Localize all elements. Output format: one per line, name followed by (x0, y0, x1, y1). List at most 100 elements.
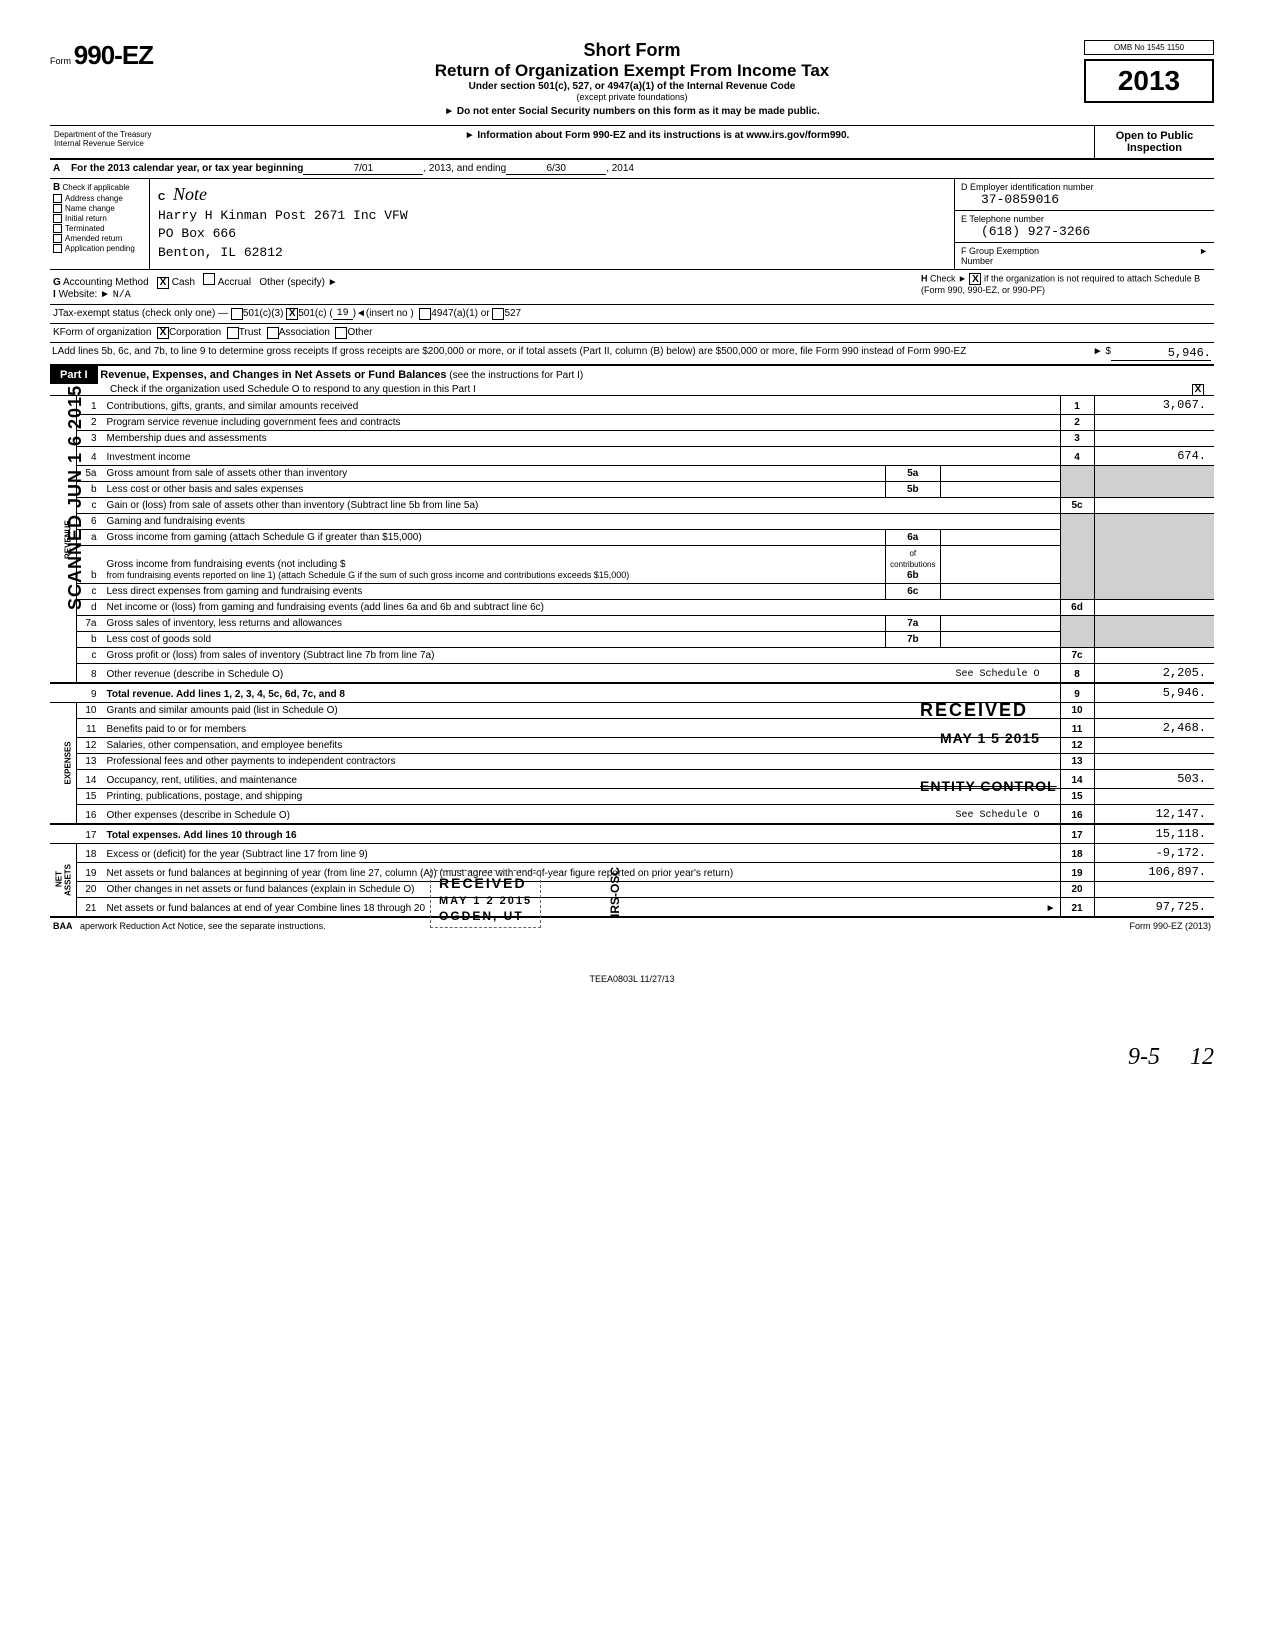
stamp-received-box: RECEIVED MAY 1 2 2015 OGDEN, UT (430, 870, 541, 928)
l6a-desc: Gross income from gaming (attach Schedul… (103, 529, 886, 545)
side-expenses: EXPENSES (50, 702, 77, 824)
l6d-desc: Net income or (loss) from gaming and fun… (103, 599, 1061, 615)
cb-accrual[interactable] (203, 273, 215, 285)
subtitle1: Under section 501(c), 527, or 4947(a)(1)… (190, 81, 1074, 92)
insert-no: 19 (333, 308, 353, 320)
dept-treasury: Department of the Treasury Internal Reve… (50, 126, 220, 158)
l16-desc: Other expenses (describe in Schedule O) (107, 810, 290, 821)
l14-desc: Occupancy, rent, utilities, and maintena… (103, 769, 1061, 788)
j-label: Tax-exempt status (check only one) — (58, 308, 228, 320)
l-amount: 5,946. (1111, 346, 1211, 361)
l7a-desc: Gross sales of inventory, less returns a… (103, 615, 886, 631)
l2-desc: Program service revenue including govern… (103, 414, 1061, 430)
part1-label: Part I (50, 366, 98, 384)
l7b-desc: Less cost of goods sold (103, 631, 886, 647)
cb-application-pending[interactable] (53, 244, 62, 253)
scribble: Note (173, 184, 207, 204)
cb-527[interactable] (492, 308, 504, 320)
sig-mark1: 9-5 (1128, 1044, 1160, 1071)
l21-desc: Net assets or fund balances at end of ye… (107, 903, 426, 914)
l8-amt: 2,205. (1094, 663, 1214, 683)
cb-terminated[interactable] (53, 224, 62, 233)
l-arrow: ► $ (1093, 346, 1111, 361)
l12-amt (1094, 737, 1214, 753)
cb-label-2: Initial return (65, 214, 107, 223)
year-box: OMB No 1545 1150 2013 (1084, 40, 1214, 103)
cb-initial-return[interactable] (53, 214, 62, 223)
accrual-label: Accrual (218, 277, 251, 288)
stamp-received2: RECEIVED (439, 875, 527, 891)
cb-name-change[interactable] (53, 204, 62, 213)
cb-label-1: Name change (65, 204, 115, 213)
l8-desc: Other revenue (describe in Schedule O) (107, 669, 284, 680)
l4-amt: 674. (1094, 446, 1214, 465)
row-a: A For the 2013 calendar year, or tax yea… (50, 160, 1214, 179)
side-assets: NET ASSETS (50, 843, 77, 916)
cb-4947[interactable] (419, 308, 431, 320)
l11-desc: Benefits paid to or for members (103, 718, 1061, 737)
row-gh: G Accounting Method X Cash Accrual Other… (50, 270, 1214, 305)
cb-sched-b[interactable]: X (969, 273, 981, 285)
footer-right: Form 990-EZ (2013) (1129, 921, 1211, 931)
l16-amt: 12,147. (1094, 804, 1214, 824)
footer-baa: BAA (53, 921, 73, 931)
row-a-text: For the 2013 calendar year, or tax year … (71, 163, 303, 175)
cb-label-3: Terminated (65, 224, 105, 233)
cb-501c[interactable]: X (286, 308, 298, 320)
open-public: Open to Public Inspection (1094, 126, 1214, 158)
cb-corp[interactable]: X (157, 327, 169, 339)
col-c: C Note Harry H Kinman Post 2671 Inc VFW … (150, 179, 954, 269)
l17-desc: Total expenses. Add lines 10 through 16 (103, 824, 1061, 844)
opt-4947: 4947(a)(1) or (431, 308, 489, 320)
l13-amt (1094, 753, 1214, 769)
website: N/A (113, 290, 131, 301)
l4-desc: Investment income (103, 446, 1061, 465)
subtitle2: (except private foundations) (190, 92, 1074, 102)
cb-sched-o-part1[interactable]: X (1192, 384, 1204, 396)
l10-desc: Grants and similar amounts paid (list in… (103, 702, 1061, 718)
cb-address-change[interactable] (53, 194, 62, 203)
stamp-received: RECEIVED (920, 700, 1028, 721)
cb-assoc[interactable] (267, 327, 279, 339)
header-grid: B Check if applicable Address change Nam… (50, 179, 1214, 270)
cb-amended[interactable] (53, 234, 62, 243)
l10-amt (1094, 702, 1214, 718)
ein: 37-0859016 (961, 192, 1208, 207)
l5c-amt (1094, 497, 1214, 513)
l14-amt: 503. (1094, 769, 1214, 788)
cb-501c3[interactable] (231, 308, 243, 320)
return-title: Return of Organization Exempt From Incom… (190, 61, 1074, 81)
part1-note: (see the instructions for Part I) (449, 370, 583, 381)
stamp-entity-control: ENTITY CONTROL (920, 778, 1057, 794)
arrow-note1: ► Do not enter Social Security numbers o… (190, 106, 1074, 117)
dept-row: Department of the Treasury Internal Reve… (50, 125, 1214, 160)
l12-desc: Salaries, other compensation, and employ… (103, 737, 1061, 753)
l21-amt: 97,725. (1094, 897, 1214, 916)
phone: (618) 927-3266 (961, 224, 1208, 239)
l7c-desc: Gross profit or (loss) from sales of inv… (103, 647, 1061, 663)
part1-table: REVENUE 1Contributions, gifts, grants, a… (50, 396, 1214, 917)
part1-title: Revenue, Expenses, and Changes in Net As… (100, 369, 446, 381)
stamp-irs-osc: IRS-OSC (608, 867, 622, 917)
l19-amt: 106,897. (1094, 862, 1214, 881)
l6b-desc2: of contributions (890, 549, 935, 569)
l16-note: See Schedule O (886, 804, 1060, 824)
paperwork-notice: aperwork Reduction Act Notice, see the s… (80, 921, 326, 931)
opt-other: Other (347, 327, 372, 339)
f-label: F Group Exemption Number (961, 246, 1039, 266)
letter-a: A (53, 163, 71, 175)
col-b: B Check if applicable Address change Nam… (50, 179, 150, 269)
cb-cash[interactable]: X (157, 277, 169, 289)
footer-row: BAA aperwork Reduction Act Notice, see t… (50, 917, 1214, 934)
letter-c: C (158, 192, 165, 203)
l9-amt: 5,946. (1094, 683, 1214, 703)
form-prefix: Form (50, 56, 71, 66)
cb-other[interactable] (335, 327, 347, 339)
stamp-ogden: OGDEN, UT (439, 909, 524, 923)
stamp-date2: MAY 1 2 2015 (439, 895, 532, 907)
year-begin: 7/01 (303, 163, 423, 175)
cb-label-5: Application pending (65, 244, 135, 253)
l7c-amt (1094, 647, 1214, 663)
cb-trust[interactable] (227, 327, 239, 339)
opt-527: 527 (504, 308, 521, 320)
